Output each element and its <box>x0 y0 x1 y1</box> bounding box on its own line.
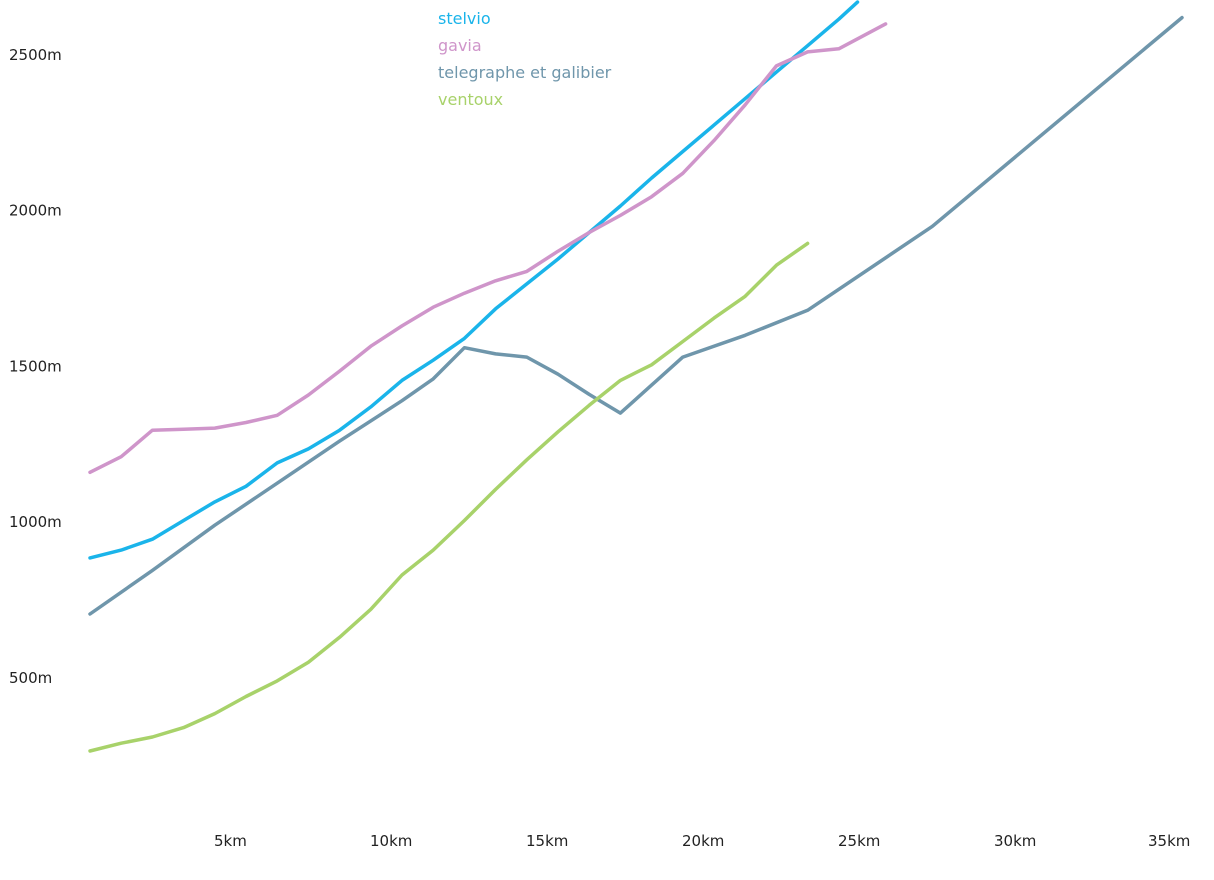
series-line-stelvio <box>88 0 860 560</box>
legend-entry-stelvio: stelvio <box>438 9 491 28</box>
y-axis-tick-labels: 500m 1000m 1500m 2000m 2500m <box>9 46 62 687</box>
x-tick-label: 25km <box>838 832 880 850</box>
y-tick-label: 1500m <box>9 357 62 375</box>
legend-entry-telegraphe-et-galibier: telegraphe et galibier <box>438 63 612 82</box>
x-axis-tick-labels: 5km 10km 15km 20km 25km 30km 35km <box>214 832 1190 850</box>
x-tick-label: 35km <box>1148 832 1190 850</box>
y-tick-label: 1000m <box>9 513 62 531</box>
x-tick-label: 15km <box>526 832 568 850</box>
series-lines <box>88 0 1184 753</box>
series-line-gavia <box>88 22 888 475</box>
x-tick-label: 30km <box>994 832 1036 850</box>
legend-entry-gavia: gavia <box>438 36 482 55</box>
y-tick-label: 500m <box>9 669 52 687</box>
legend: stelvio gavia telegraphe et galibier ventou… <box>438 9 612 109</box>
y-tick-label: 2500m <box>9 46 62 64</box>
series-line-ventoux <box>88 241 810 753</box>
legend-entry-ventoux: ventoux <box>438 90 503 109</box>
x-tick-label: 20km <box>682 832 724 850</box>
series-line-telegraphe-et-galibier <box>88 15 1184 616</box>
x-tick-label: 10km <box>370 832 412 850</box>
y-tick-label: 2000m <box>9 202 62 220</box>
x-tick-label: 5km <box>214 832 247 850</box>
